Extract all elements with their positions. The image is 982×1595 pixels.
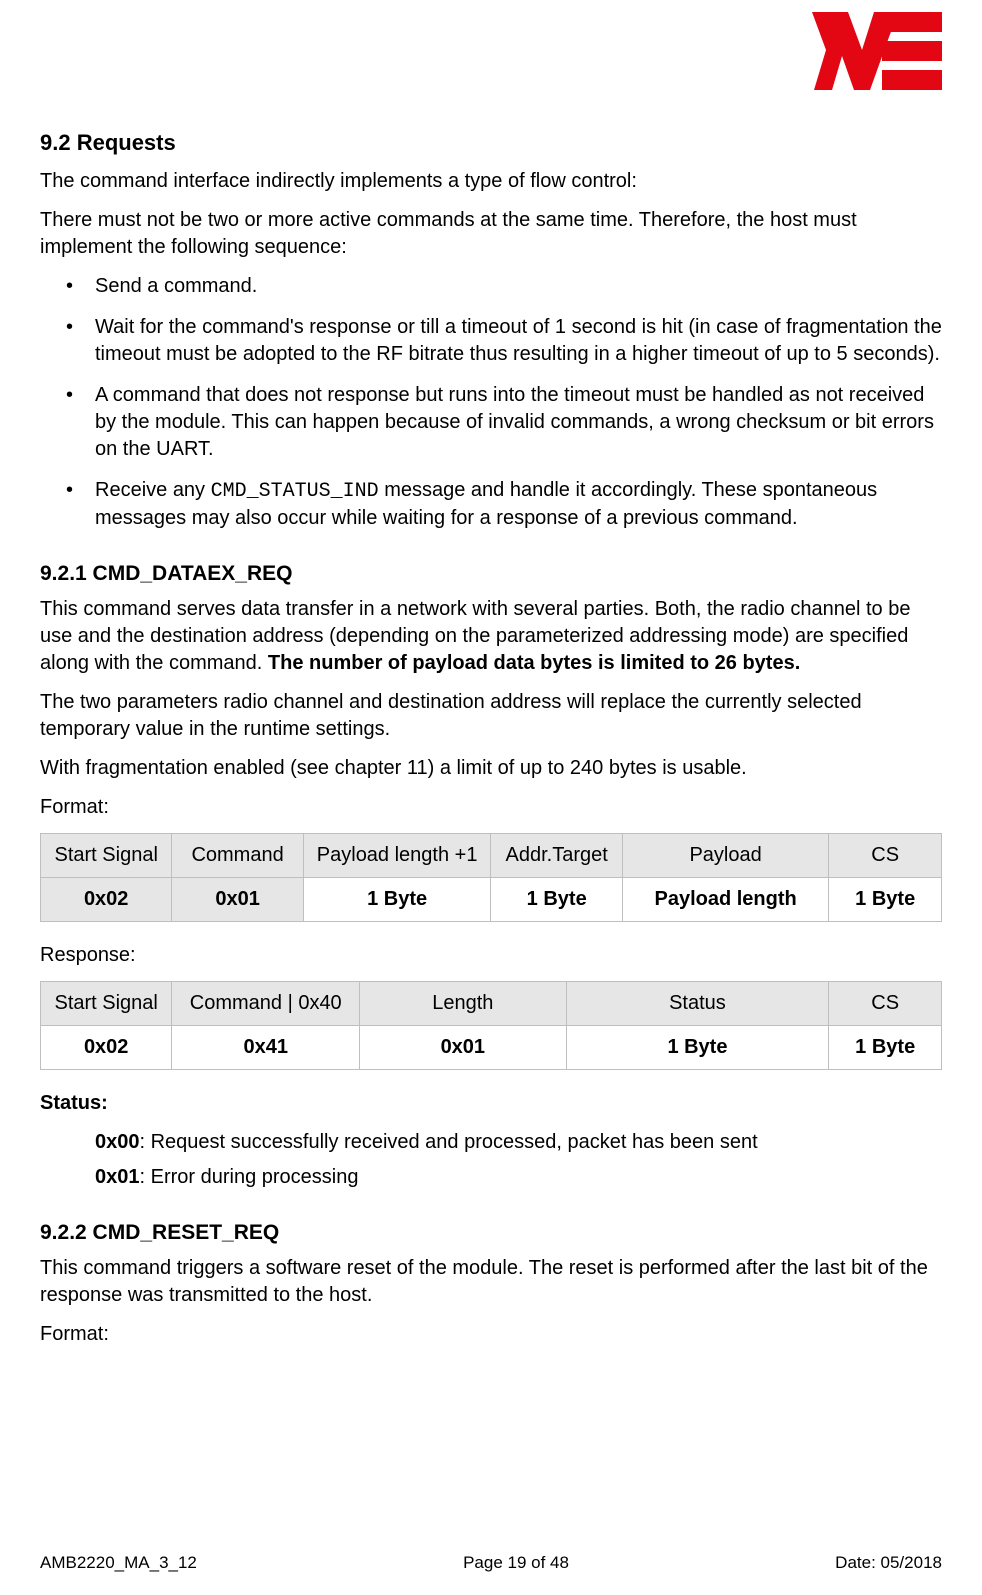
bullet-list-9-2: Send a command. Wait for the command's r… — [40, 273, 942, 532]
brand-logo — [812, 12, 942, 95]
table-response: Start SignalCommand | 0x40LengthStatusCS… — [40, 981, 942, 1070]
heading-9-2-2: 9.2.2 CMD_RESET_REQ — [40, 1221, 942, 1245]
table-header-cell: Command — [172, 834, 303, 878]
status-line: 0x01: Error during processing — [40, 1164, 942, 1191]
bullet-item: Receive any CMD_STATUS_IND message and h… — [40, 477, 942, 532]
page-content: 9.2 Requests The command interface indir… — [40, 130, 942, 1348]
table-header-cell: Command | 0x40 — [172, 982, 360, 1026]
bullet-item: A command that does not response but run… — [40, 382, 942, 463]
status-heading-text: Status: — [40, 1092, 108, 1114]
heading-9-2-1: 9.2.1 CMD_DATAEX_REQ — [40, 562, 942, 586]
text-9-2-intro: The command interface indirectly impleme… — [40, 168, 942, 195]
table-data-cell: 1 Byte — [303, 878, 491, 922]
footer-date: Date: 05/2018 — [835, 1553, 942, 1573]
label-response: Response: — [40, 942, 942, 969]
bullet-item: Wait for the command's response or till … — [40, 314, 942, 368]
table-header-cell: Length — [360, 982, 566, 1026]
table-format: Start SignalCommandPayload length +1Addr… — [40, 833, 942, 922]
status-block: Status: 0x00: Request successfully recei… — [40, 1090, 942, 1191]
text-9-2-1-p3: With fragmentation enabled (see chapter … — [40, 755, 942, 782]
page-footer: AMB2220_MA_3_12 Page 19 of 48 Date: 05/2… — [40, 1553, 942, 1573]
table-header-cell: Start Signal — [41, 834, 172, 878]
footer-page-number: Page 19 of 48 — [463, 1553, 569, 1573]
table-data-cell: 0x01 — [360, 1026, 566, 1070]
page: 9.2 Requests The command interface indir… — [0, 0, 982, 1595]
status-heading: Status: — [40, 1090, 942, 1117]
table-data-cell: 0x01 — [172, 878, 303, 922]
text-9-2-seq: There must not be two or more active com… — [40, 207, 942, 261]
status-text: : Request successfully received and proc… — [140, 1131, 758, 1153]
text-9-2-2-p1: This command triggers a software reset o… — [40, 1255, 942, 1309]
table-data-cell: 1 Byte — [829, 878, 942, 922]
status-line: 0x00: Request successfully received and … — [40, 1129, 942, 1156]
table-header-cell: CS — [829, 982, 942, 1026]
heading-9-2: 9.2 Requests — [40, 130, 942, 156]
table-data-cell: 0x41 — [172, 1026, 360, 1070]
status-lines: 0x00: Request successfully received and … — [40, 1129, 942, 1191]
footer-doc-id: AMB2220_MA_3_12 — [40, 1553, 197, 1573]
table-data-cell: 1 Byte — [829, 1026, 942, 1070]
inline-code: CMD_STATUS_IND — [211, 480, 379, 503]
table-data-cell: 1 Byte — [491, 878, 622, 922]
table-data-cell: 0x02 — [41, 1026, 172, 1070]
table-header-cell: CS — [829, 834, 942, 878]
label-format: Format: — [40, 794, 942, 821]
table-header-cell: Payload length +1 — [303, 834, 491, 878]
table-header-cell: Addr.Target — [491, 834, 622, 878]
table-header-cell: Status — [566, 982, 829, 1026]
bullet-text-pre: Receive any — [95, 479, 211, 501]
status-code: 0x00 — [95, 1131, 140, 1153]
status-code: 0x01 — [95, 1166, 140, 1188]
bullet-item: Send a command. — [40, 273, 942, 300]
table-data-cell: Payload length — [622, 878, 828, 922]
table-data-cell: 0x02 — [41, 878, 172, 922]
text-9-2-1-p2: The two parameters radio channel and des… — [40, 689, 942, 743]
table-header-cell: Start Signal — [41, 982, 172, 1026]
label-format-2: Format: — [40, 1321, 942, 1348]
text-9-2-1-p1: This command serves data transfer in a n… — [40, 596, 942, 677]
table-header-cell: Payload — [622, 834, 828, 878]
we-logo-icon — [812, 12, 942, 90]
table-data-cell: 1 Byte — [566, 1026, 829, 1070]
text-bold: The number of payload data bytes is limi… — [268, 652, 800, 674]
status-text: : Error during processing — [140, 1166, 359, 1188]
